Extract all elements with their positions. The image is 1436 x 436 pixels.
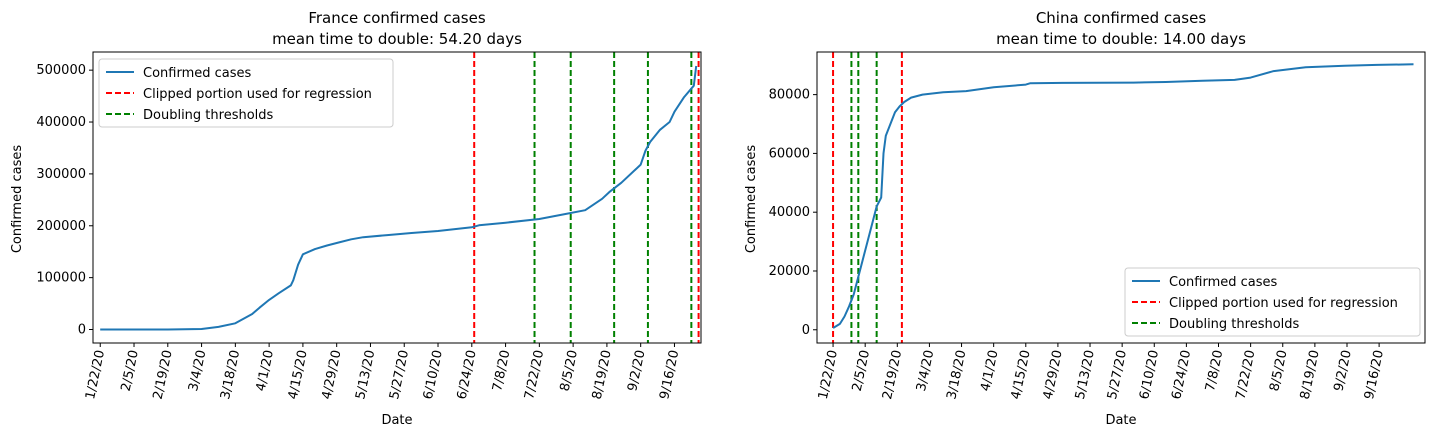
legend-label-clipped: Clipped portion used for regression bbox=[1169, 296, 1398, 311]
legend: Confirmed cases Clipped portion used for… bbox=[1124, 267, 1421, 337]
legend-box bbox=[98, 58, 394, 128]
legend-label-confirmed: Confirmed cases bbox=[1169, 275, 1278, 290]
y-axis-label: Confirmed cases bbox=[10, 145, 25, 254]
confirmed-cases-line bbox=[832, 63, 1414, 329]
x-axis-label: Date bbox=[1105, 413, 1136, 428]
legend-label-doubling: Doubling thresholds bbox=[143, 108, 274, 123]
chart-title: China confirmed cases bbox=[1036, 9, 1207, 27]
y-axis-label: Confirmed cases bbox=[744, 145, 759, 254]
y-tick-label: 40000 bbox=[769, 205, 810, 220]
legend-label-doubling: Doubling thresholds bbox=[1169, 317, 1300, 332]
y-tick-label: 400000 bbox=[36, 115, 86, 130]
confirmed-cases-line bbox=[100, 65, 698, 331]
y-tick-label: 500000 bbox=[36, 63, 86, 78]
y-tick-label: 200000 bbox=[36, 219, 86, 234]
chart-subtitle: mean time to double: 14.00 days bbox=[996, 30, 1246, 48]
y-tick-label: 60000 bbox=[769, 146, 810, 161]
axes-frame bbox=[816, 51, 1426, 344]
chart-title: France confirmed cases bbox=[308, 9, 486, 27]
x-axis-label: Date bbox=[381, 413, 412, 428]
legend-box bbox=[1124, 267, 1421, 337]
legend-label-confirmed: Confirmed cases bbox=[143, 66, 252, 81]
y-tick-label: 0 bbox=[802, 323, 810, 338]
y-tick-label: 80000 bbox=[769, 88, 810, 103]
y-tick-label: 300000 bbox=[36, 167, 86, 182]
y-tick-label: 0 bbox=[78, 323, 86, 338]
chart-subtitle: mean time to double: 54.20 days bbox=[272, 30, 522, 48]
y-tick-label: 20000 bbox=[769, 264, 810, 279]
axes-frame bbox=[92, 51, 702, 344]
y-tick-label: 100000 bbox=[36, 271, 86, 286]
legend-label-clipped: Clipped portion used for regression bbox=[143, 87, 372, 102]
legend: Confirmed cases Clipped portion used for… bbox=[98, 58, 394, 128]
